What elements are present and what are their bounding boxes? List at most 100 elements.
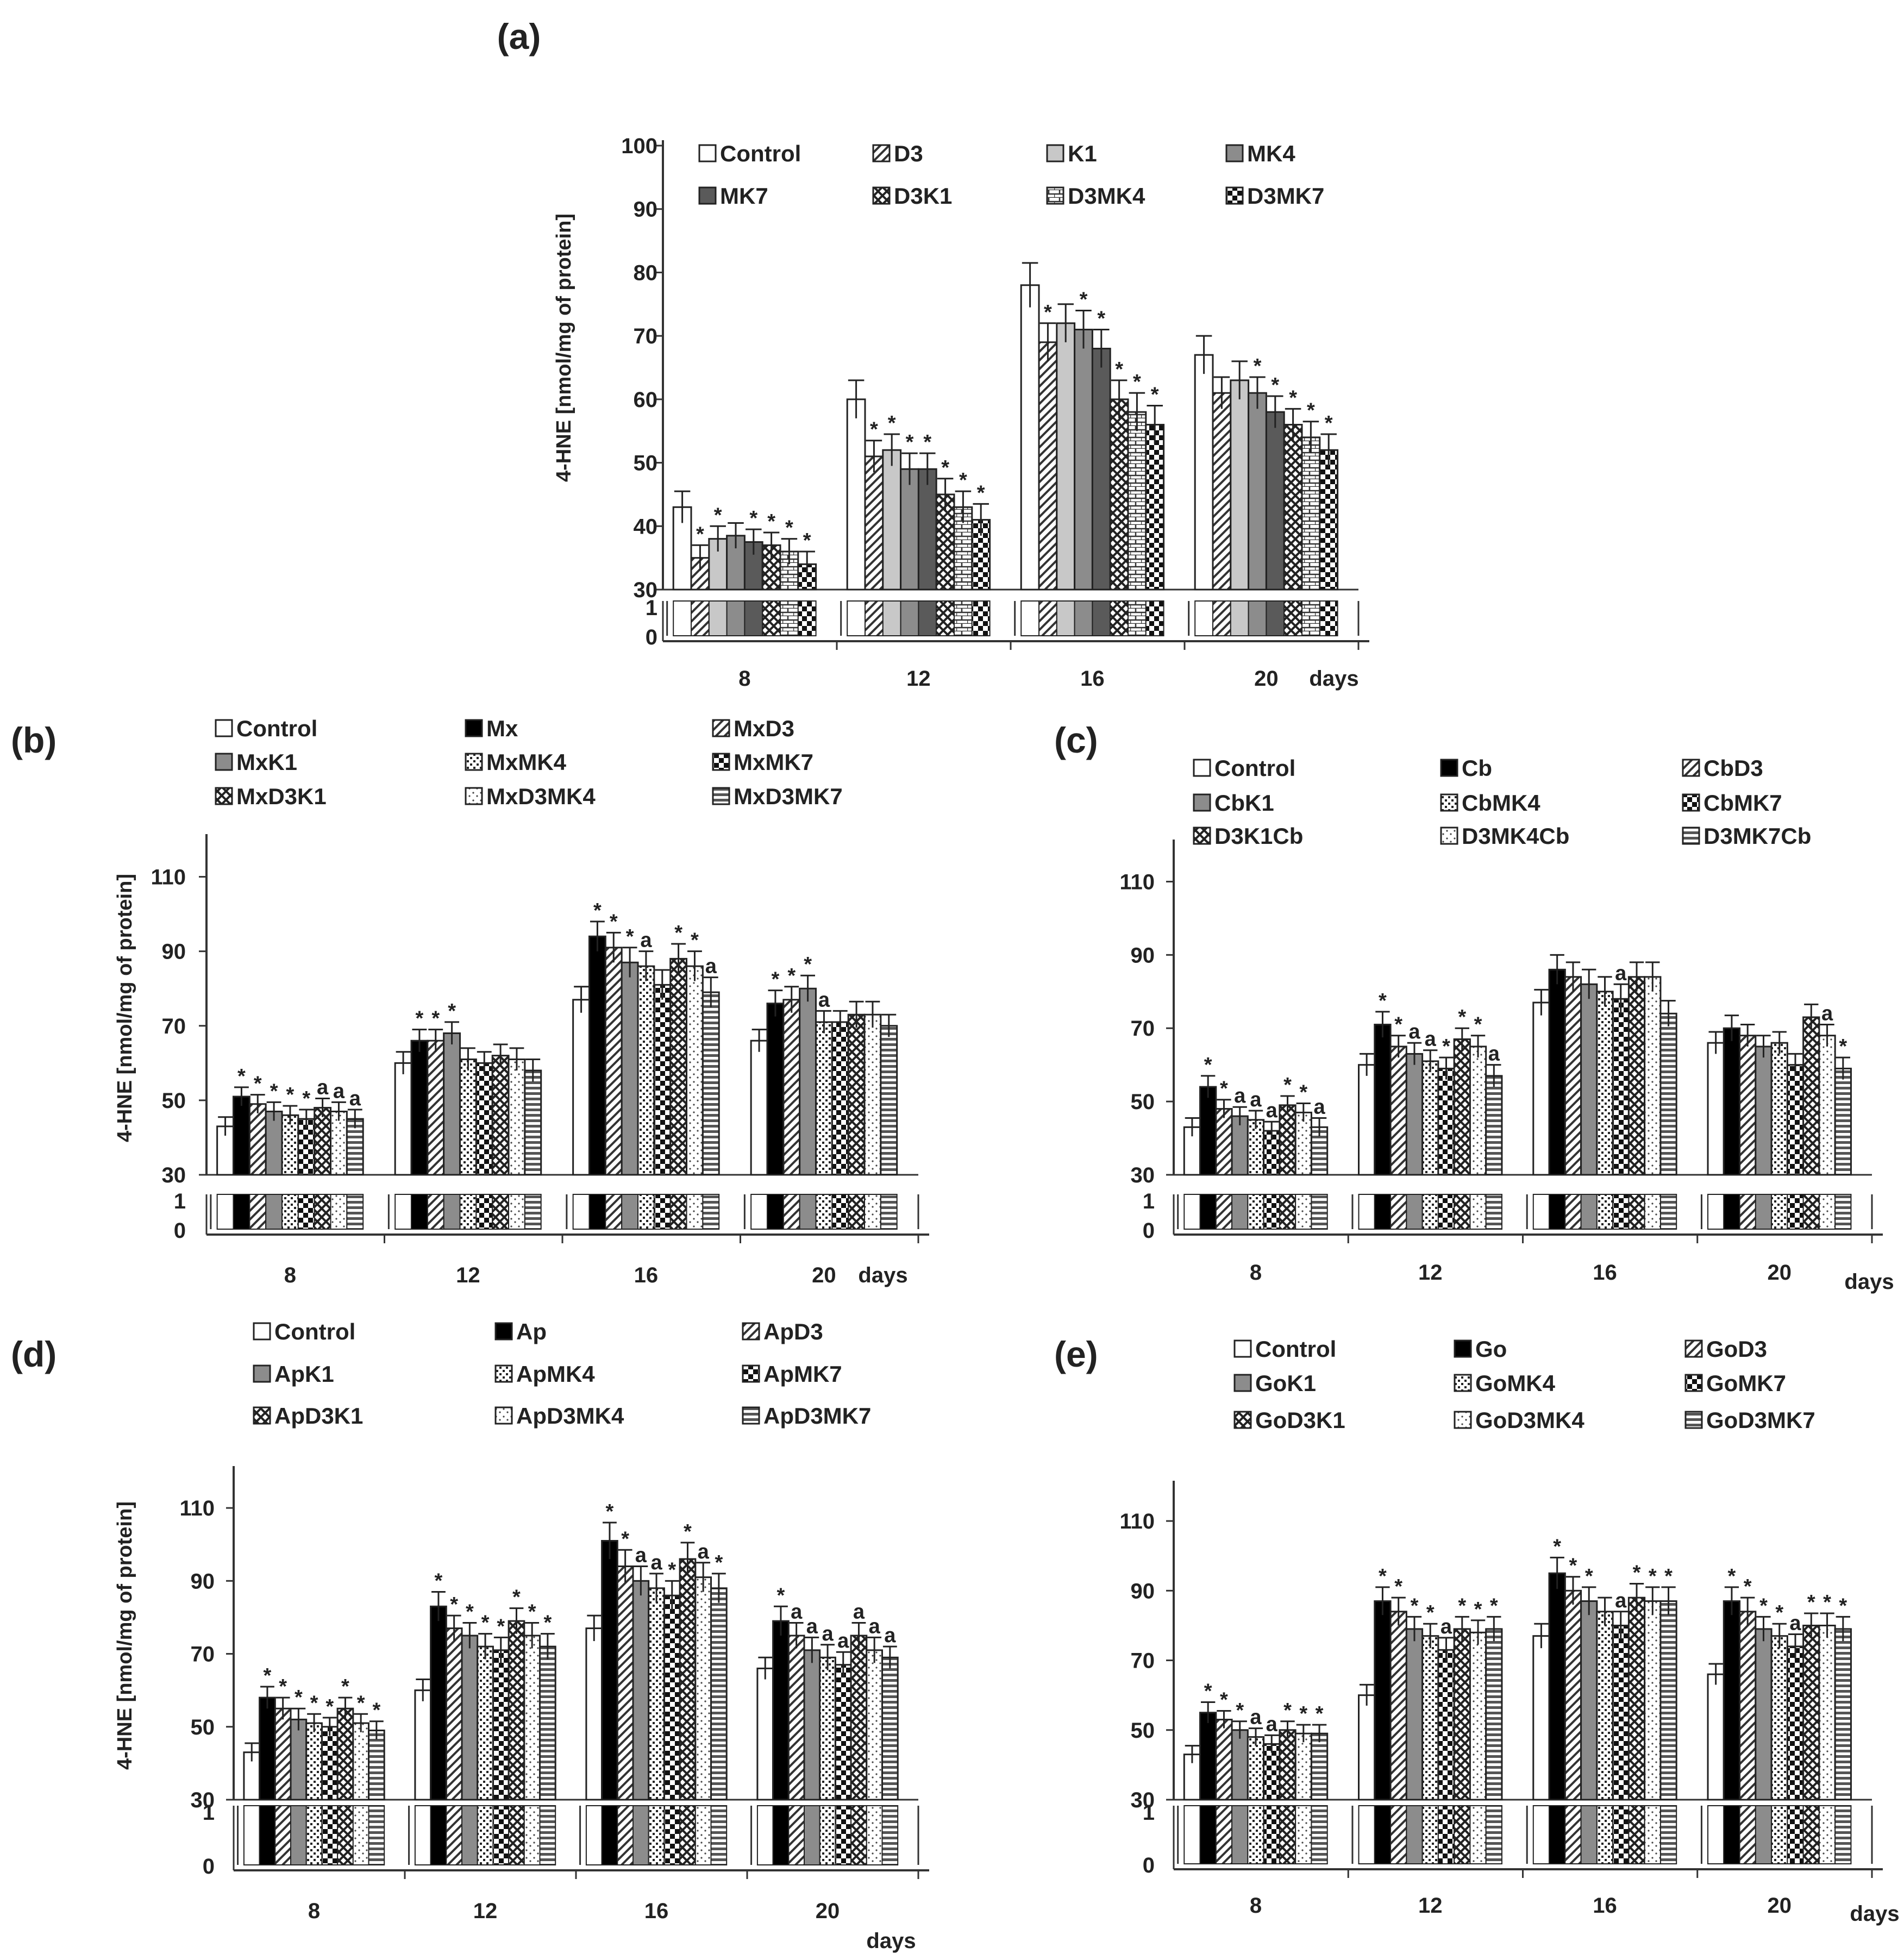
legend-label-cbmk7: CbMK7 (1703, 790, 1782, 816)
strip-swatch-control (1183, 1194, 1201, 1230)
bar-control-day-20 (1707, 1042, 1725, 1176)
bar-mxmk7-day-12 (475, 1062, 493, 1176)
strip-swatch-cbmk7 (1263, 1194, 1280, 1230)
strip-swatch-d3 (691, 600, 710, 636)
significance-label: * (1474, 1013, 1482, 1036)
bar-mxmk4-day-16 (637, 965, 655, 1176)
strip-swatch-control (1707, 1194, 1725, 1230)
x-tick-label: 12 (473, 1899, 498, 1923)
bar-mxd3mk4-day-8 (330, 1110, 348, 1176)
significance-label: * (787, 965, 796, 987)
significance-label: * (435, 1569, 443, 1592)
significance-label: * (923, 431, 931, 454)
y-tick-label: 50 (1131, 1719, 1155, 1743)
legend-label-control: Control (236, 716, 317, 741)
strip-swatch-cbmk7 (1787, 1194, 1804, 1230)
bar-mxd3mk7-day-8 (346, 1118, 364, 1176)
significance-label: a (1821, 1002, 1833, 1025)
legend-label-apmk7: ApMK7 (763, 1361, 842, 1387)
significance-label: * (941, 456, 949, 479)
significance-label: a (1266, 1099, 1278, 1122)
significance-label: * (1585, 1565, 1593, 1588)
significance-label: * (777, 1584, 785, 1607)
strip-label-1: 1 (174, 1189, 186, 1213)
strip-swatch-d3mk7cb (1659, 1194, 1677, 1230)
strip-swatch-cbmk4 (1421, 1194, 1439, 1230)
bar-control-day-12 (414, 1689, 432, 1801)
bar-d3k1cb-day-8 (1279, 1104, 1297, 1176)
bar-apmk7-day-8 (321, 1726, 339, 1801)
strip-swatch-mxd3mk7 (702, 1194, 720, 1230)
legend-label-gomk7: GoMK7 (1706, 1370, 1786, 1396)
bar-cbmk7-day-12 (1437, 1067, 1455, 1176)
significance-label: * (543, 1612, 552, 1635)
significance-label: * (295, 1686, 303, 1709)
strip-swatch-gok1 (1580, 1805, 1598, 1864)
bar-god3mk4-day-12 (1469, 1631, 1487, 1801)
strip-swatch-gok1 (1231, 1805, 1249, 1864)
bar-d3k1cb-day-16 (1627, 976, 1646, 1176)
strip-swatch-mxd3k1 (314, 1194, 331, 1230)
bar-cbd3-day-8 (1215, 1108, 1233, 1176)
bar-apd3-day-20 (787, 1635, 805, 1801)
x-axis-label: days (858, 1263, 907, 1287)
bar-mxd3mk4-day-16 (686, 965, 704, 1176)
y-axis-label: 4-HNE [nmol/mg of protein] (114, 874, 136, 1142)
legend-label-apk1: ApK1 (274, 1361, 334, 1387)
y-tick-label: 50 (162, 1089, 186, 1113)
legend-swatch-control (1193, 759, 1211, 777)
significance-label: a (1615, 962, 1627, 985)
legend-label-mk7: MK7 (720, 183, 768, 209)
legend-swatch-god3mk7 (1684, 1411, 1703, 1429)
bar-apmk4-day-12 (477, 1645, 494, 1801)
strip-label-0: 0 (174, 1219, 186, 1243)
y-tick-label: 50 (1131, 1090, 1155, 1114)
strip-swatch-d3mk7cb (1311, 1194, 1328, 1230)
strip-label-0: 0 (203, 1855, 215, 1878)
legend-swatch-d3mk7cb (1682, 826, 1700, 845)
significance-label: a (837, 1630, 849, 1652)
strip-swatch-god3mk4 (1818, 1805, 1836, 1864)
bar-apd3k1-day-8 (336, 1707, 354, 1801)
significance-label: * (684, 1520, 692, 1543)
bar-cb-day-16 (1548, 968, 1566, 1176)
bar-d3mk4-day-20 (1301, 436, 1321, 591)
significance-label: * (888, 412, 896, 435)
significance-label: * (1744, 1575, 1752, 1598)
bar-d3k1-day-20 (1283, 424, 1303, 591)
significance-label: * (1442, 1035, 1450, 1058)
significance-label: * (512, 1586, 521, 1609)
legend-swatch-d3mk4cb (1440, 826, 1458, 845)
bar-control-day-20 (1707, 1673, 1725, 1801)
bar-gok1-day-16 (1580, 1600, 1598, 1801)
strip-swatch-mxk1 (265, 1194, 283, 1230)
bar-control-day-16 (1532, 1635, 1550, 1801)
legend-label-gomk4: GoMK4 (1475, 1370, 1556, 1396)
strip-swatch-god3mk4 (1469, 1805, 1487, 1864)
strip-label-0: 0 (1143, 1853, 1155, 1877)
bar-cbd3-day-20 (1739, 1035, 1757, 1176)
bar-control-day-16 (1020, 284, 1040, 591)
strip-swatch-d3mk7 (1145, 600, 1164, 636)
bar-god3k1-day-16 (1627, 1596, 1646, 1801)
significance-label: * (1316, 1702, 1324, 1725)
legend-label-ap: Ap (516, 1319, 547, 1344)
significance-label: * (1411, 1594, 1419, 1617)
y-tick-label: 60 (634, 388, 658, 412)
y-tick-label: 90 (191, 1569, 215, 1593)
y-tick-label: 70 (162, 1015, 186, 1038)
legend-swatch-d3mk7 (1225, 186, 1244, 205)
strip-swatch-god3k1 (1802, 1805, 1820, 1864)
significance-label: a (317, 1076, 329, 1099)
bar-mxd3mk7-day-12 (524, 1069, 542, 1176)
legend-swatch-apk1 (253, 1364, 271, 1383)
significance-label: a (333, 1080, 345, 1103)
significance-label: a (1408, 1020, 1420, 1043)
significance-label: * (1839, 1035, 1847, 1058)
bar-go-day-20 (1723, 1600, 1741, 1801)
bar-mxmk4-day-8 (281, 1114, 299, 1176)
bar-control-day-20 (756, 1667, 774, 1801)
significance-label: * (870, 418, 878, 441)
